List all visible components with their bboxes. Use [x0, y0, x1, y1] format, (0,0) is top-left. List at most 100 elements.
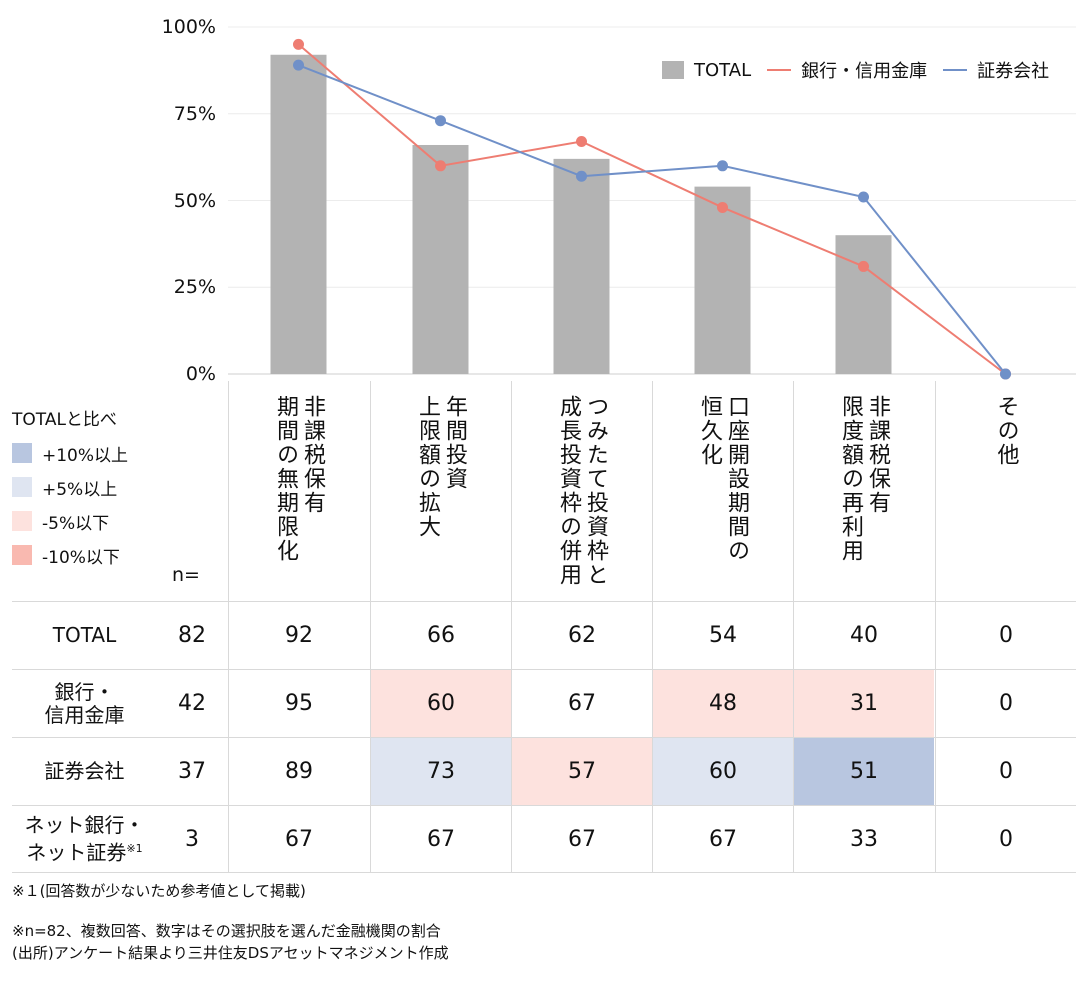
legend-swatch-line: [943, 69, 968, 71]
point-securities: [1000, 368, 1011, 380]
table-cell: 66: [370, 602, 511, 669]
point-bank: [293, 38, 304, 50]
bar: [553, 158, 610, 374]
row-label: TOTAL: [52, 623, 117, 647]
table-header-row: TOTALと比べ +10%以上 +5%以上 -5%以下 -10%以下 n= 非課…: [12, 381, 1076, 601]
point-securities: [717, 160, 728, 172]
table-cell: 67: [511, 806, 652, 872]
series-line-securities: [298, 64, 1007, 375]
table-row: ネット銀行・ ネット証券※1 3 67 67 67 67 33 0: [12, 805, 1076, 873]
legend-item-bank: 銀行・信用金庫: [767, 57, 927, 83]
table-cell: 73: [370, 738, 511, 805]
color-legend-item: +5%以上: [12, 470, 128, 504]
footnote-marker: ※1: [126, 841, 143, 855]
category-header: 非課税保有 限度額の再利用: [793, 381, 934, 601]
table-cell: 0: [935, 602, 1076, 669]
category-label: 非課税保有 限度額の再利用: [838, 395, 890, 563]
legend-label: 銀行・信用金庫: [801, 61, 928, 82]
table-cell: 33: [793, 806, 934, 872]
color-legend-item: -5%以下: [12, 504, 128, 538]
category-label: 年間投資 上限額の拡大: [415, 395, 467, 539]
table-cell: 67: [228, 806, 369, 872]
table-cell: 0: [935, 670, 1076, 737]
table-cell: 31: [793, 670, 934, 737]
category-label: 非課税保有 期間の無期限化: [273, 395, 325, 563]
category-label: 口座開設期間の 恒久化: [697, 395, 749, 563]
row-n: 37: [178, 759, 206, 784]
table-row: 証券会社 37 89 73 57 60 51 0: [12, 737, 1076, 805]
table-cell: 60: [652, 738, 793, 805]
table-cell: 67: [370, 806, 511, 872]
bar: [412, 144, 469, 374]
n-label: n=: [172, 564, 200, 586]
color-legend-title: TOTALと比べ: [12, 410, 117, 430]
point-bank: [717, 201, 728, 213]
point-securities: [858, 191, 869, 203]
table-cell: 95: [228, 670, 369, 737]
color-legend-item: -10%以下: [12, 538, 128, 572]
combo-chart: [228, 26, 1076, 380]
table-cell: 67: [511, 670, 652, 737]
point-bank: [435, 160, 446, 172]
table-cell: 54: [652, 602, 793, 669]
table-cell: 60: [370, 670, 511, 737]
color-swatch: [12, 443, 32, 463]
row-n: 3: [185, 826, 199, 852]
table-row: 銀行・ 信用金庫 42 95 60 67 48 31 0: [12, 669, 1076, 737]
category-header: 口座開設期間の 恒久化: [652, 381, 793, 601]
table-cell: 57: [511, 738, 652, 805]
row-n: 42: [178, 691, 206, 716]
legend-label: TOTAL: [694, 59, 752, 81]
category-header: 非課税保有 期間の無期限化: [228, 381, 369, 601]
chart-legend: TOTAL 銀行・信用金庫 証券会社: [662, 57, 1065, 83]
footnote-1: ※１(回答数が少ないため参考値として掲載): [12, 882, 306, 900]
footnote-2: ※n=82、複数回答、数字はその選択肢を選んだ金融機関の割合: [12, 922, 441, 940]
point-securities: [435, 115, 446, 127]
legend-label: 証券会社: [977, 61, 1050, 82]
row-label: ネット銀行・ ネット証券※1: [24, 812, 145, 865]
y-tick-label: 100%: [161, 16, 216, 38]
color-legend-label: +5%以上: [42, 479, 118, 500]
table-cell: 89: [228, 738, 369, 805]
color-legend-label: -5%以下: [42, 513, 110, 534]
row-n: 82: [178, 623, 206, 648]
table-cell: 0: [935, 738, 1076, 805]
table-cell: 40: [793, 602, 934, 669]
color-swatch: [12, 545, 32, 565]
category-header: つみたて投資枠と 成長投資枠の併用: [511, 381, 652, 601]
color-legend-item: +10%以上: [12, 436, 128, 470]
table-cell: 0: [935, 806, 1076, 872]
point-bank: [858, 260, 869, 272]
category-label: つみたて投資枠と 成長投資枠の併用: [556, 395, 608, 587]
legend-item-total: TOTAL: [662, 60, 751, 81]
bar: [270, 54, 327, 374]
legend-item-securities: 証券会社: [943, 57, 1049, 83]
category-header: 年間投資 上限額の拡大: [370, 381, 511, 601]
y-tick-label: 75%: [173, 102, 216, 125]
series-line-bank: [297, 43, 1007, 375]
y-tick-label: 0%: [185, 363, 216, 385]
bar: [694, 186, 751, 374]
table-row: TOTAL 82 92 66 62 54 40 0: [12, 601, 1076, 669]
color-legend-label: +10%以上: [42, 445, 129, 466]
color-swatch: [12, 511, 32, 531]
row-label: 銀行・ 信用金庫: [44, 679, 125, 727]
table-cell: 51: [793, 738, 934, 805]
table-cell: 48: [652, 670, 793, 737]
table-cell: 67: [652, 806, 793, 872]
color-legend: TOTALと比べ +10%以上 +5%以上 -5%以下 -10%以下: [12, 405, 128, 572]
y-tick-label: 25%: [173, 276, 216, 299]
table-cell: 92: [228, 602, 369, 669]
category-label: その他: [993, 395, 1019, 467]
category-header: その他: [935, 381, 1076, 601]
point-securities: [293, 59, 304, 71]
point-securities: [576, 170, 587, 182]
point-bank: [576, 136, 587, 148]
table-cell: 62: [511, 602, 652, 669]
source-note: (出所)アンケート結果より三井住友DSアセットマネジメント作成: [12, 944, 449, 962]
row-label: 証券会社: [44, 759, 125, 783]
legend-swatch-line: [767, 69, 792, 71]
y-tick-label: 50%: [173, 189, 216, 212]
legend-swatch-bar: [662, 61, 684, 79]
color-swatch: [12, 477, 32, 497]
